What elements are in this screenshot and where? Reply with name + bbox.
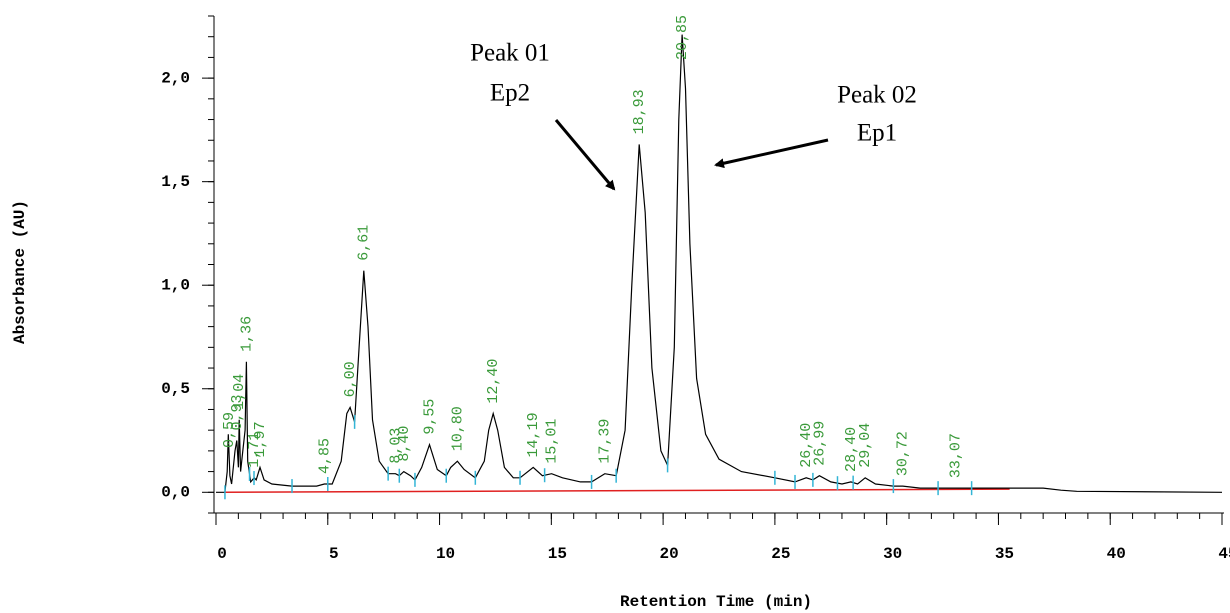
y-axis-label: Absorbance (AU) (11, 200, 29, 344)
peak-label: 33,07 (947, 433, 964, 478)
peak-label: 14,19 (525, 412, 542, 457)
arrow (554, 119, 616, 191)
x-tick-label: 20 (660, 545, 679, 563)
annotation: Ep2 (490, 80, 530, 107)
peak-label: 20,85 (674, 15, 691, 60)
peak-label: 26,40 (798, 423, 815, 468)
annotation: Peak 02 (837, 82, 917, 109)
x-tick-label: 30 (883, 545, 902, 563)
peak-label: 29,04 (857, 423, 874, 468)
peak-label: 6,61 (356, 225, 373, 261)
peak-label: 6,00 (342, 361, 359, 397)
x-tick-label: 45 (1218, 545, 1230, 563)
y-tick-label: 0,0 (161, 484, 190, 502)
arrow (714, 138, 829, 169)
peak-label: 1,97 (252, 421, 269, 457)
peak-label: 8,40 (396, 426, 413, 462)
x-tick-label: 0 (217, 545, 227, 563)
peak-label: 4,85 (316, 438, 333, 474)
annotation: Peak 01 (470, 40, 550, 67)
y-tick-label: 1,0 (161, 276, 190, 294)
peak-label: 1,71 (246, 432, 263, 468)
x-tick-label: 10 (436, 545, 455, 563)
peak-label: 18,93 (631, 89, 648, 134)
peak-label: 0,93 (229, 395, 246, 431)
peak-label: 17,39 (597, 419, 614, 464)
peak-label: 15,01 (544, 419, 561, 464)
x-tick-label: 40 (1107, 545, 1126, 563)
peak-label: 1,04 (231, 374, 248, 410)
peak-label: 28,40 (843, 427, 860, 472)
x-tick-label: 15 (548, 545, 567, 563)
x-tick-label: 25 (771, 545, 790, 563)
y-tick-label: 0,5 (161, 380, 190, 398)
y-tick-label: 1,5 (161, 173, 190, 191)
x-tick-label: 5 (329, 545, 339, 563)
peak-label: 1,36 (238, 316, 255, 352)
peak-label: 12,40 (485, 359, 502, 404)
annotation: Ep1 (857, 120, 897, 147)
peak-label: 30,72 (895, 431, 912, 476)
peak-label: 0,59 (221, 412, 238, 448)
chromatogram-trace (216, 34, 1223, 493)
x-axis-label: Retention Time (min) (620, 593, 812, 611)
peak-label: 10,80 (449, 406, 466, 451)
peak-label: 8,03 (387, 428, 404, 464)
peak-label: 9,55 (421, 399, 438, 435)
peak-label: 26,99 (811, 421, 828, 466)
x-tick-label: 35 (995, 545, 1014, 563)
y-tick-label: 2,0 (161, 69, 190, 87)
baseline (224, 488, 1010, 494)
